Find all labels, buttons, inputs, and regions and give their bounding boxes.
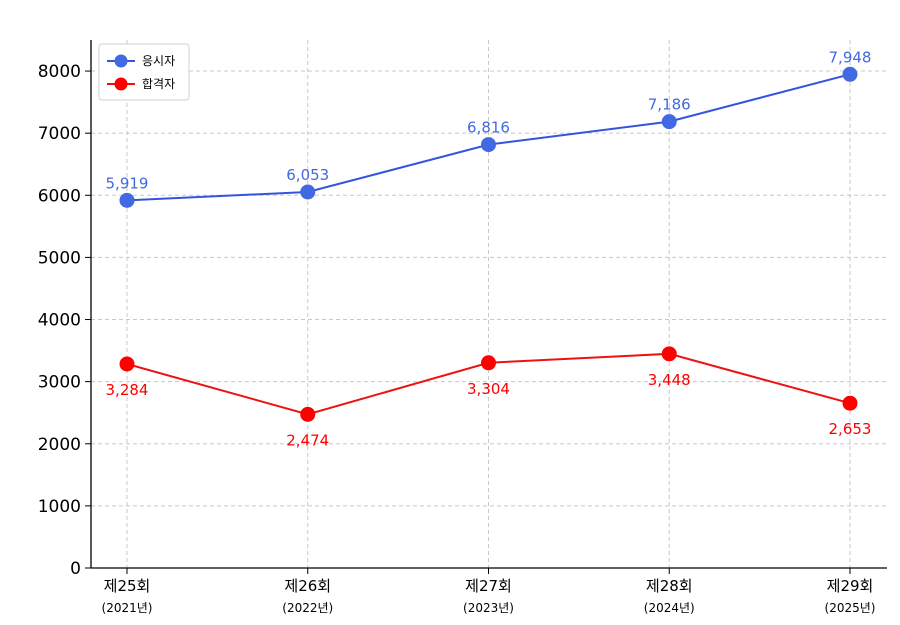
data-label: 3,284 [106, 381, 149, 399]
data-label: 7,948 [829, 48, 872, 66]
legend-marker [114, 54, 128, 68]
data-label: 7,186 [648, 96, 691, 114]
data-point-marker [119, 356, 135, 372]
data-point-marker [661, 114, 677, 130]
y-tick-labels: 0 1000 2000 3000 4000 5000 6000 7000 8000 [38, 62, 81, 579]
x-tick-year-label: (2024년) [644, 601, 695, 615]
data-point-marker [842, 395, 858, 411]
y-tick-label: 4000 [38, 311, 81, 331]
x-tick-label: 제28회 [646, 577, 693, 595]
series-lines [119, 66, 858, 422]
x-tick-label: 제27회 [465, 577, 512, 595]
y-tick-label: 1000 [38, 497, 81, 517]
y-tick-label: 5000 [38, 248, 81, 268]
data-label: 2,474 [286, 431, 329, 449]
y-tick-label: 8000 [38, 62, 81, 82]
data-point-marker [300, 406, 316, 422]
x-tick-year-label: (2023년) [463, 601, 514, 615]
data-point-marker [481, 355, 496, 371]
data-point-marker [481, 137, 496, 153]
data-point-marker [661, 346, 677, 362]
data-label: 2,653 [829, 420, 872, 438]
data-point-marker [119, 192, 135, 208]
legend-label: 응시자 [142, 54, 175, 68]
x-tick-label: 제26회 [284, 577, 331, 595]
y-tick-label: 0 [70, 559, 81, 579]
y-tick-label: 3000 [38, 373, 81, 393]
x-tick-year-label: (2025년) [825, 601, 876, 615]
y-tick-label: 6000 [38, 186, 81, 206]
x-tick-label: 제25회 [104, 577, 151, 595]
x-tick-year-label: (2021년) [102, 601, 153, 615]
legend-label: 합격자 [142, 77, 175, 91]
data-label: 3,448 [648, 371, 691, 389]
data-labels: 5,919 6,053 6,816 7,186 7,948 3,284 2,474 3,304… [106, 48, 872, 449]
legend-marker [114, 77, 128, 91]
y-tick-label: 7000 [38, 124, 81, 144]
data-point-marker [300, 184, 316, 200]
x-tick-labels: 제25회 (2021년) 제26회 (2022년) 제27회 (2023년) 제28회 (20… [102, 577, 876, 615]
data-label: 3,304 [467, 380, 510, 398]
x-tick-year-label: (2022년) [282, 601, 333, 615]
data-label: 6,816 [467, 119, 510, 137]
data-point-marker [842, 66, 858, 82]
legend-box [98, 43, 190, 101]
x-tick-label: 제29회 [827, 577, 874, 595]
data-label: 6,053 [286, 166, 329, 184]
data-label: 5,919 [106, 174, 149, 192]
y-tick-label: 2000 [38, 435, 81, 455]
axes [85, 40, 887, 574]
